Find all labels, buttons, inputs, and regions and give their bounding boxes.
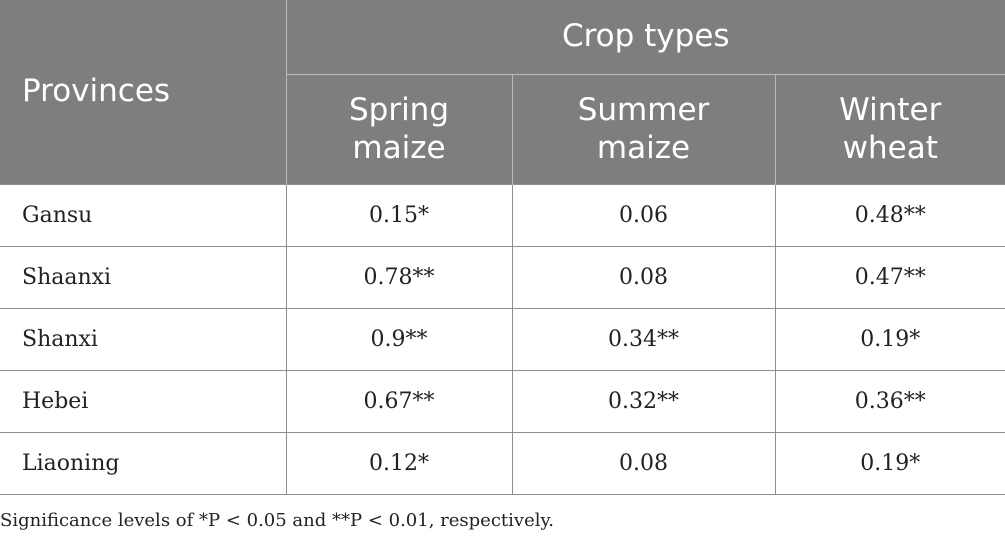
value-cell: 0.47** [775,246,1005,309]
table-row: Shaanxi 0.78** 0.08 0.47** [0,246,1005,309]
value-cell: 0.78** [286,246,513,309]
province-cell: Gansu [0,184,287,247]
value-cell: 0.67** [286,370,513,433]
crop-header-winter-wheat: Winter wheat [775,74,1005,185]
value-cell: 0.08 [512,432,776,495]
table-footnote: Significance levels of *P < 0.05 and **P… [0,510,554,531]
crop-header-line: Winter [839,92,942,129]
province-cell: Shanxi [0,308,287,371]
header-row-group: Provinces Crop types [0,0,1005,185]
crop-correlation-table: Provinces Crop types Spring maize Summer… [0,0,1005,495]
value-cell: 0.12* [286,432,513,495]
crop-header-line: Summer [577,92,710,129]
crop-header-summer-maize: Summer maize [512,74,776,185]
header-row-crops: Spring maize Summer maize Winter wheat [0,74,1005,185]
province-cell: Hebei [0,370,287,433]
value-cell: 0.9** [286,308,513,371]
value-cell: 0.34** [512,308,776,371]
provinces-column-header: Provinces [0,0,287,185]
crop-header-line: Spring [348,92,450,129]
table-body: Gansu 0.15* 0.06 0.48** Shaanxi 0.78** 0… [0,184,1005,495]
value-cell: 0.06 [512,184,776,247]
table-row: Hebei 0.67** 0.32** 0.36** [0,370,1005,433]
value-cell: 0.19* [775,308,1005,371]
table-row: Liaoning 0.12* 0.08 0.19* [0,432,1005,495]
value-cell: 0.48** [775,184,1005,247]
value-cell: 0.08 [512,246,776,309]
value-cell: 0.36** [775,370,1005,433]
value-cell: 0.15* [286,184,513,247]
crop-header-spring-maize: Spring maize [286,74,513,185]
province-cell: Shaanxi [0,246,287,309]
data-table-container: Provinces Crop types Spring maize Summer… [0,0,1005,495]
value-cell: 0.32** [512,370,776,433]
table-row: Gansu 0.15* 0.06 0.48** [0,184,1005,247]
table-row: Shanxi 0.9** 0.34** 0.19* [0,308,1005,371]
value-cell: 0.19* [775,432,1005,495]
province-cell: Liaoning [0,432,287,495]
crop-header-line: maize [596,129,691,166]
crop-types-group-header: Crop types [286,0,1005,75]
table-header: Provinces Crop types Spring maize Summer… [0,0,1005,185]
crop-header-line: maize [352,129,446,166]
crop-header-line: wheat [842,129,938,166]
